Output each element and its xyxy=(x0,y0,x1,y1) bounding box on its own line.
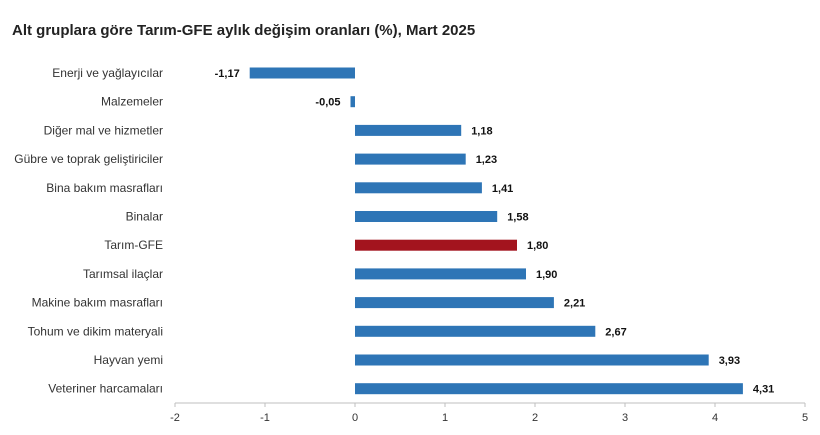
value-label: 1,18 xyxy=(471,125,492,137)
x-tick-label: 2 xyxy=(532,412,538,424)
category-label: Binalar xyxy=(126,210,163,224)
x-tick-label: -2 xyxy=(170,412,180,424)
bar xyxy=(355,153,466,165)
bar xyxy=(355,211,498,222)
category-label: Enerji ve yağlayıcılar xyxy=(52,66,163,80)
category-label: Diğer mal ve hizmetler xyxy=(44,123,163,137)
value-label: 1,23 xyxy=(476,154,497,166)
value-label: 1,80 xyxy=(527,240,548,252)
bar xyxy=(350,96,355,108)
bar xyxy=(355,354,709,366)
bar xyxy=(355,182,482,194)
bar xyxy=(355,325,596,337)
value-label: 1,41 xyxy=(492,183,513,195)
category-label: Tarımsal ilaçlar xyxy=(83,267,163,281)
category-label: Bina bakım masrafları xyxy=(46,181,163,195)
bar xyxy=(355,124,462,136)
bar xyxy=(355,297,554,309)
value-label: 1,90 xyxy=(536,269,557,281)
x-tick-label: 0 xyxy=(352,412,358,424)
category-label: Veteriner harcamaları xyxy=(48,382,163,396)
value-label: 2,67 xyxy=(605,326,626,338)
x-tick-label: 5 xyxy=(802,412,808,424)
value-label: 2,21 xyxy=(564,298,585,310)
value-label: 1,58 xyxy=(507,212,528,224)
x-tick-label: -1 xyxy=(260,412,270,424)
category-label: Tohum ve dikim materyali xyxy=(28,324,163,338)
value-label: 4,31 xyxy=(753,384,774,396)
category-label: Hayvan yemi xyxy=(94,353,163,367)
category-label: Malzemeler xyxy=(101,95,163,109)
x-tick-label: 4 xyxy=(712,412,718,424)
x-tick-label: 3 xyxy=(622,412,628,424)
chart-title: Alt gruplara göre Tarım-GFE aylık değişi… xyxy=(12,22,476,39)
value-label: 3,93 xyxy=(719,355,740,367)
category-label: Gübre ve toprak geliştiriciler xyxy=(14,152,163,166)
bar xyxy=(249,67,355,79)
x-tick-label: 1 xyxy=(442,412,448,424)
value-label: -0,05 xyxy=(315,97,340,109)
bar xyxy=(355,268,526,280)
bar xyxy=(355,383,743,395)
bar-highlight xyxy=(355,239,517,251)
category-label: Makine bakım masrafları xyxy=(32,296,163,310)
category-label: Tarım-GFE xyxy=(104,238,163,252)
value-label: -1,17 xyxy=(215,68,240,80)
